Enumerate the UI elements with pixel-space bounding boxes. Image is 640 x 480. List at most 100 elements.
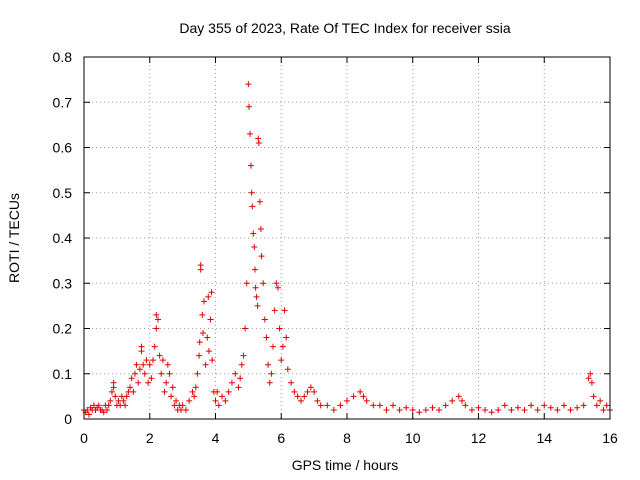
y-tick-label: 0: [64, 411, 72, 427]
data-point: [168, 393, 175, 400]
data-point: [189, 388, 196, 395]
y-tick-label: 0.1: [53, 366, 73, 382]
data-point: [85, 411, 92, 418]
data-point: [243, 280, 250, 287]
data-point: [283, 334, 290, 341]
data-point: [253, 293, 260, 300]
data-point: [600, 406, 607, 413]
data-point: [528, 402, 535, 409]
x-tick-label: 4: [212, 430, 220, 446]
data-point: [95, 402, 102, 409]
data-point: [204, 334, 211, 341]
data-point: [265, 361, 272, 368]
data-point: [256, 198, 263, 205]
data-point: [100, 409, 107, 416]
data-point: [131, 370, 138, 377]
data-point: [488, 409, 495, 416]
y-tick-label: 0.5: [53, 185, 73, 201]
data-point: [268, 370, 275, 377]
data-point: [240, 352, 247, 359]
y-tick-label: 0.7: [53, 94, 73, 110]
data-point: [261, 316, 268, 323]
data-point: [148, 375, 155, 382]
data-point: [588, 379, 595, 386]
x-tick-label: 0: [80, 430, 88, 446]
data-point: [214, 388, 221, 395]
data-point: [123, 393, 130, 400]
data-point: [357, 388, 364, 395]
data-point: [186, 397, 193, 404]
data-point: [574, 404, 581, 411]
data-point: [281, 307, 288, 314]
data-point: [215, 402, 222, 409]
data-point: [307, 384, 314, 391]
data-point: [138, 343, 145, 350]
y-tick-label: 0.6: [53, 140, 73, 156]
data-point: [158, 370, 165, 377]
data-point: [136, 366, 143, 373]
data-point: [245, 81, 252, 88]
data-point: [194, 370, 201, 377]
data-point: [207, 316, 214, 323]
data-point: [459, 397, 466, 404]
data-point: [247, 130, 254, 137]
data-point: [409, 406, 416, 413]
data-point: [276, 325, 283, 332]
data-point: [534, 406, 541, 413]
data-point: [314, 397, 321, 404]
data-point: [455, 393, 462, 400]
data-point: [521, 406, 528, 413]
data-point: [110, 384, 117, 391]
data-point: [422, 406, 429, 413]
data-point: [169, 384, 176, 391]
data-point: [202, 361, 209, 368]
data-point: [153, 325, 160, 332]
data-point: [228, 379, 235, 386]
data-point: [128, 375, 135, 382]
data-point: [541, 402, 548, 409]
data-point: [196, 352, 203, 359]
data-point: [436, 406, 443, 413]
data-point: [182, 406, 189, 413]
axis-ticks: 0 2 4 6 8 10 12 14 16 0 0.1 0.2 0.3 0.4 0.5 0.6 0.7 0.8: [53, 49, 618, 446]
data-point: [429, 404, 436, 411]
data-point: [107, 397, 114, 404]
data-point: [482, 406, 489, 413]
data-point: [363, 397, 370, 404]
data-point: [212, 397, 219, 404]
data-point: [112, 393, 119, 400]
data-point: [222, 397, 229, 404]
x-tick-label: 6: [277, 430, 285, 446]
data-point: [514, 404, 521, 411]
data-point: [140, 361, 147, 368]
data-point: [242, 325, 249, 332]
x-tick-label: 14: [536, 430, 552, 446]
data-point: [166, 370, 173, 377]
data-point: [462, 402, 469, 409]
data-point: [288, 379, 295, 386]
data-point: [501, 402, 508, 409]
data-point: [108, 388, 115, 395]
data-point: [273, 280, 280, 287]
data-point: [179, 402, 186, 409]
data-point: [173, 397, 180, 404]
data-point: [133, 361, 140, 368]
chart-title: Day 355 of 2023, Rate Of TEC Index for r…: [179, 20, 510, 36]
x-tick-label: 16: [602, 430, 618, 446]
data-point: [135, 379, 142, 386]
data-point: [301, 393, 308, 400]
data-point: [252, 284, 259, 291]
data-point: [257, 225, 264, 232]
data-point: [151, 343, 158, 350]
data-point: [416, 409, 423, 416]
data-point: [258, 253, 265, 260]
data-point: [260, 280, 267, 287]
data-point: [311, 388, 318, 395]
data-point: [475, 404, 482, 411]
data-point: [317, 402, 324, 409]
y-tick-label: 0.2: [53, 321, 73, 337]
data-point: [146, 361, 153, 368]
data-point: [200, 330, 207, 337]
y-tick-label: 0.4: [53, 230, 73, 246]
